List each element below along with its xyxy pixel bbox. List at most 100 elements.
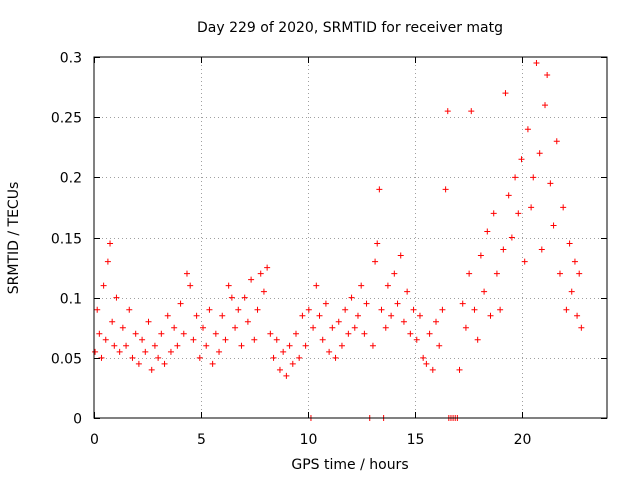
data-point [550,222,557,229]
data-point [490,210,497,217]
data-point [547,180,554,187]
data-point [142,348,149,355]
data-point [126,306,133,313]
data-point [521,258,528,265]
data-point [139,336,146,343]
data-point [358,282,365,289]
data-point [404,288,411,295]
data-point [248,276,255,283]
data-point [342,306,349,313]
data-point [104,258,111,265]
data-point [351,324,358,331]
data-point [286,342,293,349]
data-point [244,318,251,325]
data-point [505,192,512,199]
data-point [313,282,320,289]
data-point [376,186,383,193]
data-point [497,306,504,313]
data-point [429,366,436,373]
data-point [528,204,535,211]
data-point [187,282,194,289]
data-point [407,330,414,337]
data-point [316,312,323,319]
data-point [158,330,165,337]
data-point [487,312,494,319]
data-point [512,174,519,181]
y-tick-label: 0.3 [60,51,82,67]
data-point [576,270,583,277]
data-point [444,108,451,115]
data-point [289,360,296,367]
data-point [481,288,488,295]
data-point [378,306,385,313]
data-point [433,318,439,325]
data-point [335,318,342,325]
data-point [502,90,509,97]
data-point [257,270,264,277]
data-point [148,366,155,373]
data-point [116,348,123,355]
data-point [459,300,466,307]
data-point [410,306,417,313]
data-points [92,60,585,421]
data-point [119,324,126,331]
data-point [161,360,168,367]
data-point [338,342,345,349]
data-point [296,354,303,361]
data-point [280,348,287,355]
data-point [174,342,181,349]
data-point [574,312,581,319]
x-tick-label: 0 [90,432,99,448]
data-point [180,330,187,337]
data-point [484,228,491,235]
data-point [183,270,190,277]
data-point [542,102,549,109]
data-point [563,306,570,313]
data-point [508,234,515,241]
data-point [171,324,178,331]
data-point [292,330,299,337]
data-point [566,240,573,247]
data-point [109,318,116,325]
data-point [212,330,219,337]
data-point [423,360,430,367]
y-tick-label: 0.2 [60,171,82,187]
data-point [372,258,379,265]
data-point [354,312,361,319]
data-point [332,354,339,361]
data-point [167,348,174,355]
data-point [98,354,105,361]
data-point [102,336,109,343]
data-point [94,306,101,313]
data-point [145,318,152,325]
data-point [471,306,478,313]
x-tick-label: 5 [197,432,206,448]
data-point [382,324,389,331]
data-point [260,288,267,295]
y-tick-label: 0.15 [51,232,82,248]
data-point [135,360,142,367]
plot-frame [93,56,608,419]
data-point [345,330,352,337]
data-point [200,324,207,331]
data-point [524,126,531,133]
data-point [276,366,283,373]
data-point [267,330,274,337]
data-point [299,312,306,319]
grid [94,57,607,418]
data-point [319,336,326,343]
data-point [477,252,484,259]
data-point [571,258,578,265]
data-point [420,354,427,361]
data-point [329,324,336,331]
data-point [225,282,232,289]
chart-title: Day 229 of 2020, SRMTID for receiver mat… [197,20,503,36]
data-point [305,306,312,313]
data-point [132,330,139,337]
data-point [322,300,329,307]
data-point [348,294,355,301]
data-point [273,336,280,343]
y-tick-label: 0.25 [51,111,82,127]
data-point [568,288,575,295]
